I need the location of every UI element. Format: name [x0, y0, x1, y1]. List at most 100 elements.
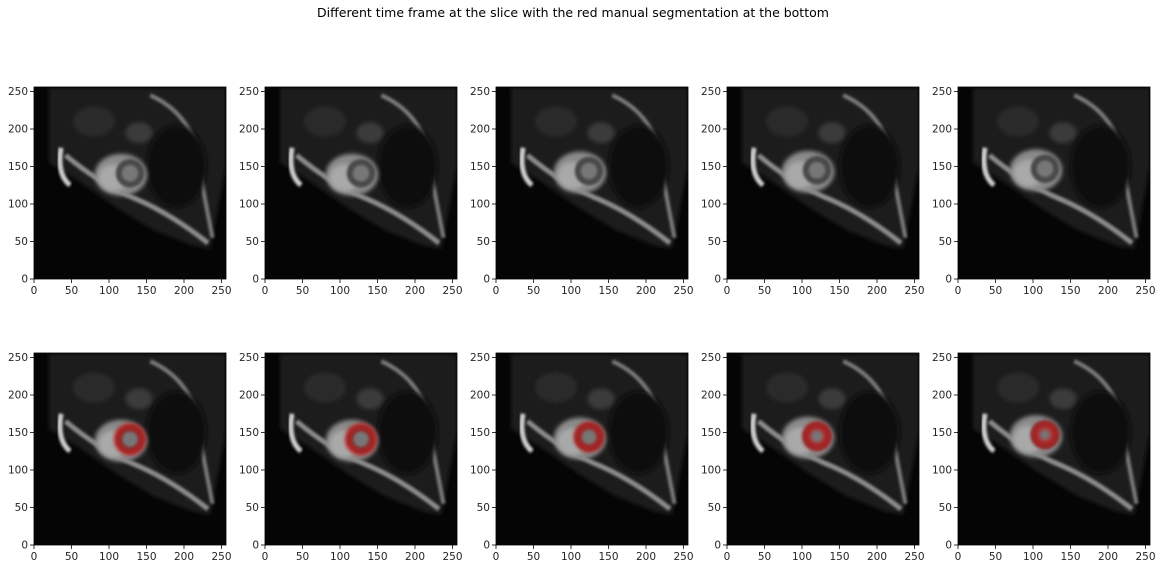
mri-image — [496, 353, 688, 545]
y-tick-label: 150 — [470, 427, 490, 439]
y-tick-label: 100 — [8, 465, 28, 477]
y-tick-label: 50 — [708, 236, 721, 248]
mri-image — [958, 353, 1150, 545]
x-tick-label: 250 — [673, 551, 693, 563]
x-tick-label: 0 — [262, 285, 269, 297]
y-tick-label: 250 — [8, 352, 28, 364]
x-tick-label: 150 — [1060, 551, 1080, 563]
x-tick-label: 100 — [330, 551, 350, 563]
x-tick-label: 0 — [493, 285, 500, 297]
y-tick-label: 100 — [8, 199, 28, 211]
y-tick-label: 100 — [470, 465, 490, 477]
x-tick-label: 50 — [296, 551, 309, 563]
y-tick-label: 50 — [477, 502, 490, 514]
panel-9: 0 50 100 150 200 250 0 50 100 150 200 250 — [701, 352, 925, 563]
mri-image — [496, 87, 688, 279]
x-tick-label: 0 — [493, 551, 500, 563]
y-tick-label: 0 — [21, 540, 28, 552]
x-tick-label: 50 — [527, 285, 540, 297]
y-tick-label: 100 — [701, 465, 721, 477]
x-tick-label: 150 — [367, 551, 387, 563]
y-tick-label: 250 — [239, 86, 259, 98]
panel-4: 0 50 100 150 200 250050100150200250 — [701, 86, 925, 297]
panel-8: 0 50 100 150 200 250 0 50 100 150 200 250 — [470, 352, 694, 563]
y-tick-label: 150 — [701, 427, 721, 439]
mri-image — [727, 87, 919, 279]
x-tick-label: 50 — [758, 551, 771, 563]
x-tick-label: 250 — [442, 551, 462, 563]
x-tick-label: 100 — [1023, 551, 1043, 563]
y-tick-label: 0 — [945, 540, 952, 552]
y-tick-label: 150 — [701, 161, 721, 173]
panel-7: 0 50 100 150 200 250050100150200250 — [239, 352, 463, 563]
x-tick-label: 150 — [136, 551, 156, 563]
y-tick-label: 0 — [252, 274, 259, 286]
x-tick-label: 250 — [211, 551, 231, 563]
y-tick-label: 250 — [932, 86, 952, 98]
y-tick-label: 100 — [470, 199, 490, 211]
x-tick-label: 200 — [174, 551, 194, 563]
panel-6: 0 50 100 150 200 250 0 50 100 150 200 250 — [8, 352, 232, 563]
y-tick-label: 250 — [8, 86, 28, 98]
y-tick-label: 150 — [8, 427, 28, 439]
x-tick-label: 0 — [31, 551, 38, 563]
y-tick-label: 50 — [246, 236, 259, 248]
y-tick-label: 50 — [939, 502, 952, 514]
y-tick-label: 100 — [239, 465, 259, 477]
mri-image — [265, 353, 457, 545]
x-tick-label: 50 — [296, 285, 309, 297]
mri-image — [34, 353, 226, 545]
x-tick-label: 250 — [442, 285, 462, 297]
y-tick-label: 150 — [239, 427, 259, 439]
x-tick-label: 250 — [904, 285, 924, 297]
x-tick-label: 200 — [867, 551, 887, 563]
x-tick-label: 150 — [829, 551, 849, 563]
mri-image — [727, 353, 919, 545]
y-tick-label: 150 — [8, 161, 28, 173]
x-tick-label: 100 — [330, 285, 350, 297]
x-tick-label: 0 — [955, 551, 962, 563]
y-tick-label: 200 — [8, 124, 28, 136]
x-tick-label: 100 — [561, 285, 581, 297]
x-tick-label: 100 — [561, 551, 581, 563]
y-tick-label: 200 — [701, 390, 721, 402]
y-tick-label: 250 — [239, 352, 259, 364]
panel-5: 0 50 100 150 200 250 0 50 100 150 200 250 — [932, 86, 1156, 297]
y-tick-label: 150 — [470, 161, 490, 173]
y-tick-label: 0 — [945, 274, 952, 286]
y-tick-label: 200 — [239, 124, 259, 136]
y-tick-label: 100 — [932, 199, 952, 211]
x-tick-label: 150 — [1060, 285, 1080, 297]
y-tick-label: 100 — [932, 465, 952, 477]
panel-1: 0 50 100 150 200 250 0 50 100 150 200 250 — [8, 86, 232, 297]
x-tick-label: 0 — [724, 285, 731, 297]
y-tick-label: 200 — [239, 390, 259, 402]
x-tick-label: 250 — [211, 285, 231, 297]
x-tick-label: 50 — [527, 551, 540, 563]
y-tick-label: 250 — [932, 352, 952, 364]
y-tick-label: 0 — [714, 274, 721, 286]
x-tick-label: 100 — [99, 285, 119, 297]
x-tick-label: 150 — [136, 285, 156, 297]
y-tick-label: 50 — [246, 502, 259, 514]
y-tick-label: 50 — [477, 236, 490, 248]
x-tick-label: 100 — [792, 285, 812, 297]
y-tick-label: 250 — [470, 352, 490, 364]
x-tick-label: 250 — [673, 285, 693, 297]
panel-3: 0 50 100 150 200 250 0 50 100 150 200 250 — [470, 86, 694, 297]
x-tick-label: 200 — [405, 551, 425, 563]
x-tick-label: 150 — [829, 285, 849, 297]
panels: 0 50 100 150 200 250 0 50 100 150 200 250 0 50 100 150 2… — [8, 86, 1156, 563]
panel-10: 0 50 100 150 200 250 0 50 100 150 200 250 — [932, 352, 1156, 563]
figure-title: Different time frame at the slice with t… — [317, 5, 829, 20]
y-tick-label: 50 — [15, 502, 28, 514]
y-tick-label: 200 — [470, 390, 490, 402]
x-tick-label: 150 — [598, 551, 618, 563]
x-tick-label: 100 — [1023, 285, 1043, 297]
x-tick-label: 250 — [1135, 551, 1155, 563]
x-tick-label: 0 — [724, 551, 731, 563]
x-tick-label: 0 — [955, 285, 962, 297]
x-tick-label: 100 — [792, 551, 812, 563]
y-tick-label: 100 — [701, 199, 721, 211]
